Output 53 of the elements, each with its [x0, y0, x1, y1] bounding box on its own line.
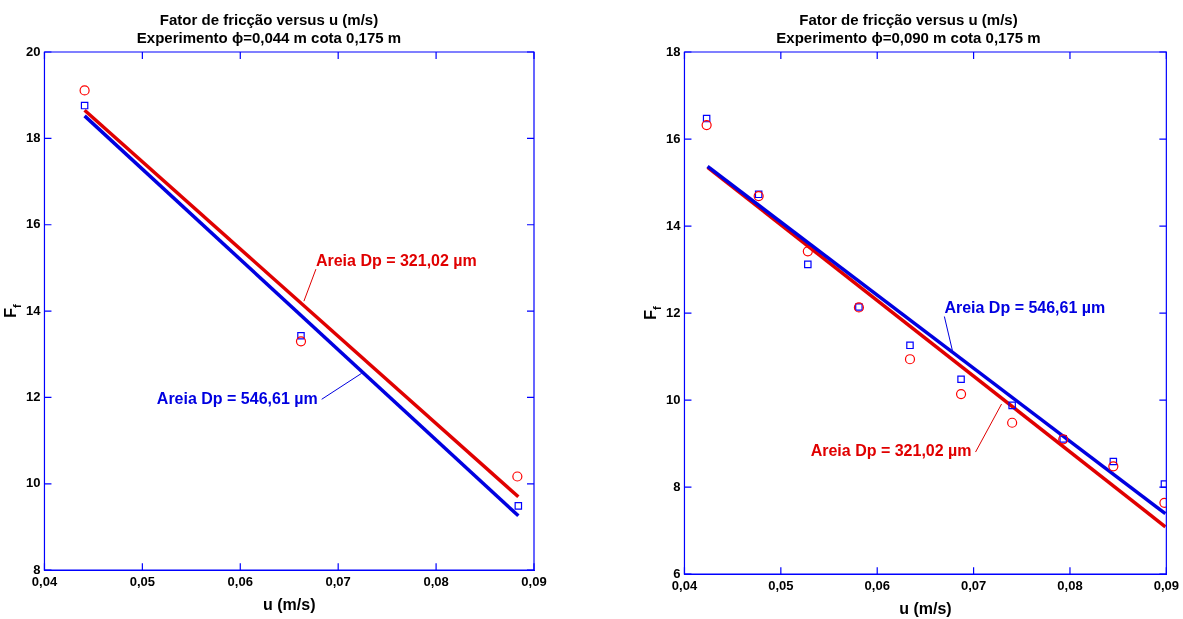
y-tick-label: 16 [25, 216, 41, 232]
point [957, 375, 965, 384]
point [1108, 461, 1119, 472]
point [1160, 480, 1167, 488]
x-axis-title: u (m/s) [899, 599, 952, 617]
x-tick-label: 0,08 [423, 573, 449, 589]
point [1109, 457, 1118, 466]
y-tick-label: 18 [665, 43, 681, 59]
annotation: Areia Dp = 546,61 µm [944, 298, 1106, 316]
x-tick-label: 0,09 [1153, 577, 1180, 593]
point [79, 85, 90, 96]
x-tick-label: 0,08 [1057, 577, 1083, 593]
x-tick-label: 0,07 [325, 573, 351, 589]
y-axis-title: Ff [2, 304, 24, 318]
point [80, 101, 89, 110]
y-tick-label: 16 [665, 130, 681, 146]
chart-title: Fator de fricção versus u (m/s) [799, 11, 1018, 29]
annotation: Areia Dp = 546,61 µm [156, 389, 318, 407]
point [701, 120, 712, 131]
point [295, 336, 307, 347]
point [906, 341, 914, 350]
chart-subtitle: Experimento ϕ=0,090 m cota 0,175 m [776, 29, 1041, 47]
point [802, 246, 813, 257]
y-tick-label: 12 [665, 304, 681, 320]
x-axis-title: u (m/s) [263, 595, 316, 613]
y-tick-label: 14 [25, 302, 42, 318]
point [1008, 401, 1016, 410]
x-tick-label: 0,05 [768, 577, 794, 593]
point [512, 471, 523, 482]
x-tick-label: 0,06 [227, 573, 253, 589]
point [702, 114, 711, 123]
y-tick-label: 20 [25, 43, 41, 59]
point [904, 354, 916, 365]
point [514, 502, 523, 510]
chart-title: Fator de fricção versus u (m/s) [159, 11, 379, 29]
point [955, 388, 967, 400]
y-axis-title: Ff [642, 306, 664, 320]
y-tick-label: 18 [25, 129, 41, 145]
y-tick-label: 10 [25, 475, 41, 491]
point [297, 331, 305, 340]
y-tick-label: 14 [665, 217, 682, 233]
chart-subtitle: Experimento ϕ=0,044 m cota 0,175 m [136, 29, 402, 47]
point [804, 260, 812, 269]
annotation: Areia Dp = 321,02 µm [315, 251, 477, 269]
y-tick-label: 10 [665, 391, 681, 407]
annotation: Areia Dp = 321,02 µm [810, 442, 972, 460]
x-tick-label: 0,07 [960, 577, 987, 593]
point [1007, 417, 1018, 428]
x-tick-label: 0,09 [521, 573, 547, 589]
y-tick-label: 12 [25, 389, 41, 405]
x-tick-label: 0,05 [129, 573, 156, 589]
y-tick-label: 8 [673, 478, 681, 494]
x-tick-label: 0,06 [864, 577, 890, 593]
